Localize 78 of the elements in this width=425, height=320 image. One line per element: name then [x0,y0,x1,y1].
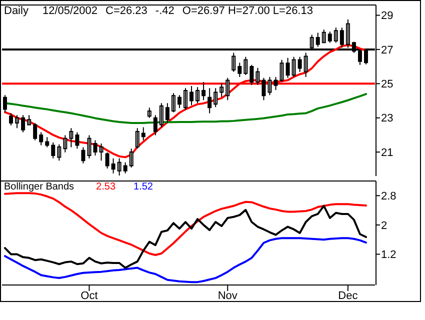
candlestick [196,86,200,104]
candlestick [190,86,194,106]
x-tick-label: Nov [218,290,238,302]
candlestick [286,57,290,78]
candlestick [93,140,98,156]
candlestick [322,29,326,44]
candlestick [33,122,38,141]
candlestick [141,126,146,141]
candlestick [184,88,188,111]
candlestick [81,146,86,164]
candlestick [123,162,128,174]
y-tick-label: 23 [381,112,394,125]
candlestick [177,94,182,109]
candlestick [232,52,236,72]
candlestick [280,59,284,82]
x-tick-label: Oct [80,290,98,302]
candlestick [268,76,272,96]
candlestick [292,56,296,78]
candlestick [51,142,56,159]
candlestick [171,92,176,113]
line-series [4,204,367,269]
text: 2.53 [96,182,116,192]
candlestick [256,67,260,86]
candlestick [69,128,74,148]
candlestick [262,77,266,101]
candlestick [27,114,32,126]
candlestick [105,152,110,169]
annotation: 12/05/2002 [42,5,98,17]
candlestick [15,114,20,129]
candlestick [250,64,254,86]
y-tick-label: 21 [381,146,394,159]
candlestick [87,134,92,159]
candlestick [159,102,164,128]
candlestick [45,136,50,148]
candlestick [208,88,212,114]
candlestick [304,52,308,78]
candlestick [220,82,224,98]
candlestick [153,114,158,136]
line-series [4,192,367,256]
y-tick-label: 2.8 [381,190,396,202]
candlestick [274,76,278,90]
text: 1.52 [134,182,154,192]
y-tick-label: 25 [381,78,394,91]
candlestick [316,32,320,48]
candlestick [135,128,140,150]
candlestick [147,107,152,118]
candlestick [129,148,134,168]
chart-title: Bollinger Bands [4,182,74,192]
candlestick [202,81,206,101]
candlestick [63,134,68,153]
candlestick [21,114,26,133]
candlestick [9,112,14,126]
y-tick-label: 1.2 [381,249,396,262]
candlestick [75,132,80,150]
candlestick [165,102,170,124]
candlestick [57,144,62,162]
candlestick [99,143,104,162]
candlestick [328,31,332,44]
candlestick [244,56,248,76]
candlestick [111,158,116,174]
candlestick [3,94,7,113]
annotation: -.42 [155,5,174,17]
x-tick-label: Dec [338,290,358,302]
line-series [4,237,367,284]
candlestick [238,62,242,78]
annotation: O=26.97 H=27.00 L=26.13 [182,5,313,17]
candlestick [298,56,302,72]
candlestick [214,88,218,108]
y-tick-label: 27 [381,44,394,56]
line-series [4,93,367,124]
candlestick [226,77,230,101]
chart-title: Daily [4,5,29,17]
y-tick-label: 29 [381,10,394,22]
candlestick [39,132,44,146]
candlestick [117,158,122,176]
candlestick [334,27,338,44]
annotation: C=26.23 [106,5,148,17]
y-tick-label: 2 [381,220,388,232]
